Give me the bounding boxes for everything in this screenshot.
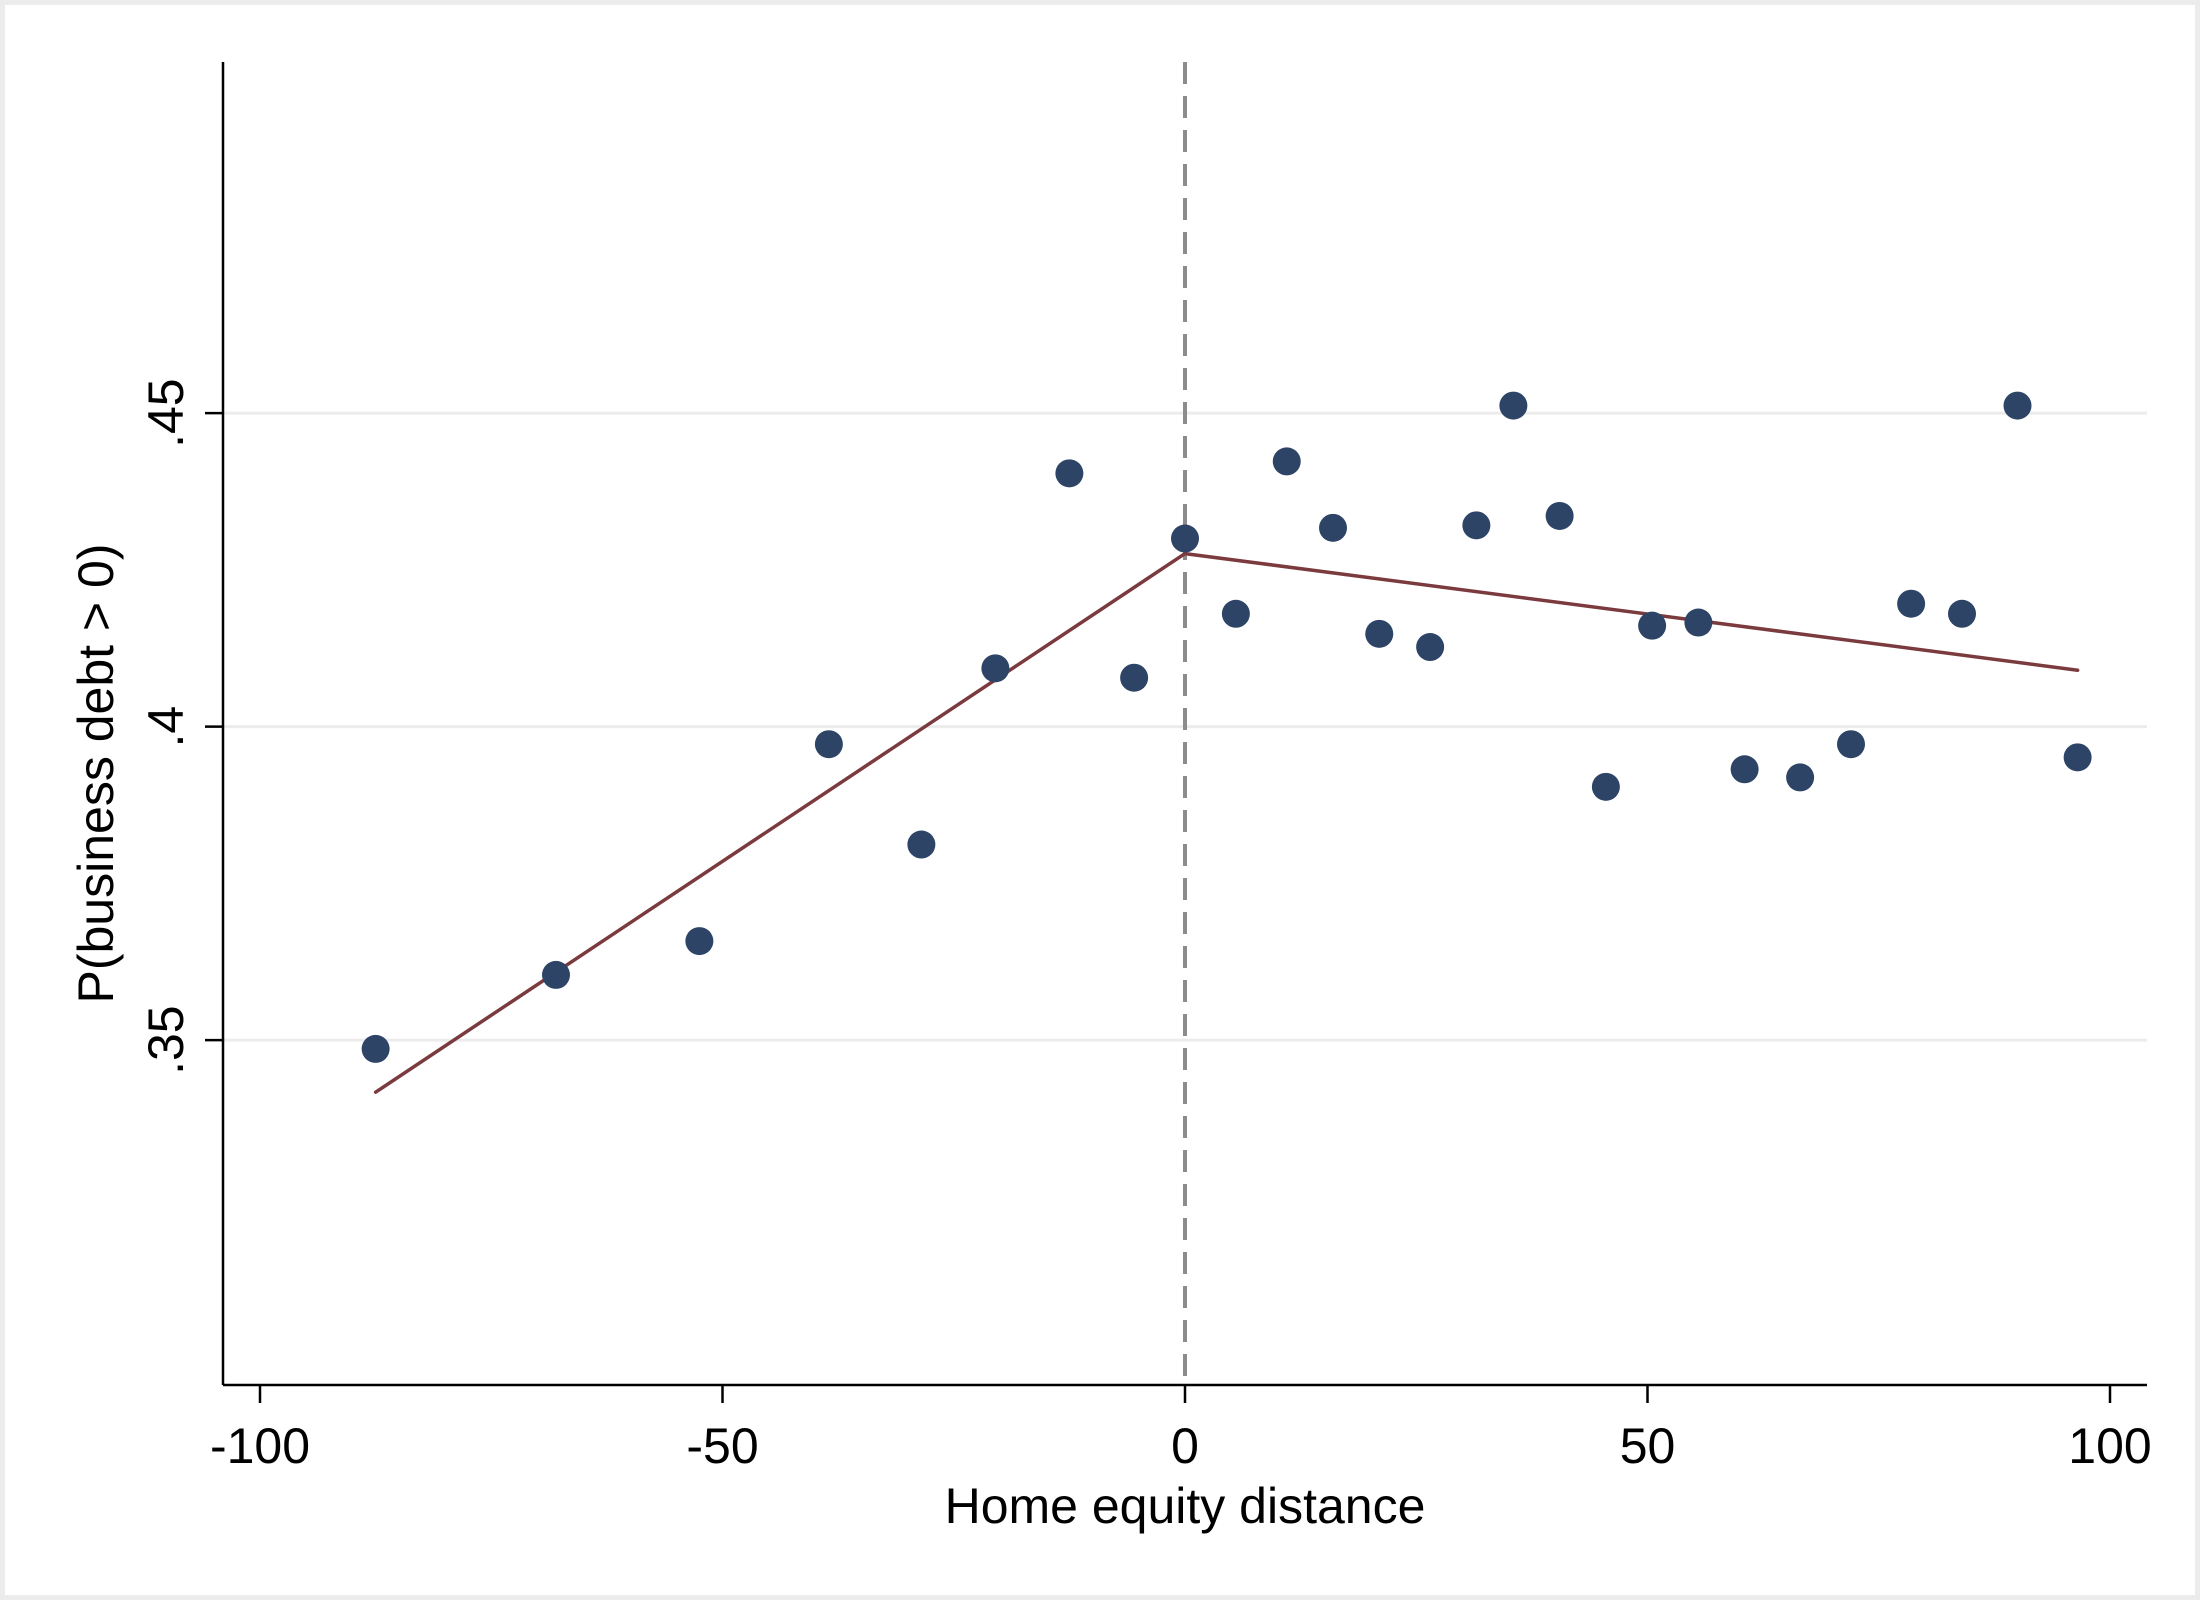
y-tick-label: .35 [138,1005,194,1075]
data-point [1416,633,1445,662]
x-tick-label: 0 [1171,1418,1199,1474]
data-point [981,654,1010,683]
data-point [2063,743,2092,772]
x-tick-label: 50 [1620,1418,1676,1474]
data-point [1365,619,1394,648]
data-point [1319,513,1347,542]
data-point [1120,663,1149,692]
x-axis-title: Home equity distance [945,1478,1426,1534]
fit-lines [373,551,2080,1094]
data-point [1462,511,1491,540]
y-tick-label: .4 [138,706,194,748]
x-tick-label: 100 [2068,1418,2151,1474]
data-point [1786,763,1815,792]
y-axis-title: P(business debt > 0) [68,544,124,1004]
data-point [1272,447,1301,476]
data-point [907,830,936,859]
data-point [1730,755,1759,784]
data-point [1948,599,1976,628]
data-point [1171,524,1199,553]
data-point [1591,772,1620,801]
tick-labels: -100 -50 0 50 100 .35 .4 .45 [138,378,2152,1474]
x-tick-label: -50 [686,1418,758,1474]
fit-line-segment [1183,551,2080,672]
data-point [1545,501,1574,530]
data-point [1221,599,1250,628]
data-point [1684,608,1713,637]
x-tick-label: -100 [210,1418,310,1474]
data-point [1837,730,1865,759]
data-point [361,1034,390,1063]
scatter-chart: -100 -50 0 50 100 .35 .4 .45 Home equity distan… [68,62,2152,1534]
axes [205,62,2147,1403]
fit-line-segment [373,551,1187,1094]
data-points [361,391,2092,1063]
data-point [685,927,714,956]
data-point [542,960,570,989]
data-point [1638,611,1667,640]
data-point [814,730,843,759]
data-point [1499,391,1528,420]
data-point [2003,391,2032,420]
data-point [1897,589,1926,618]
data-point [1055,459,1084,488]
y-tick-label: .45 [138,378,194,448]
